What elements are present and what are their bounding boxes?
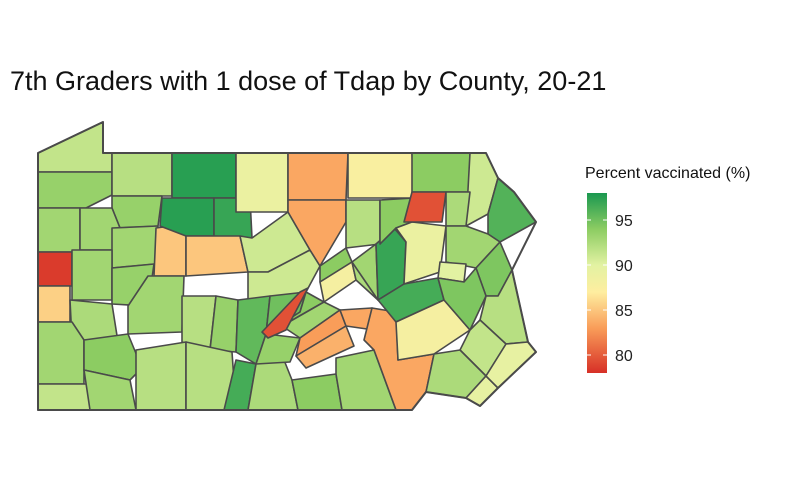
county-adams — [291, 373, 343, 411]
county-washington — [37, 321, 85, 385]
map-title: 7th Graders with 1 dose of Tdap by Count… — [10, 66, 607, 96]
county-indiana — [127, 275, 185, 335]
county-warren — [111, 152, 173, 197]
legend-title: Percent vaccinated (%) — [585, 165, 751, 182]
county-montour — [261, 287, 309, 339]
legend: 80 85 90 95 — [587, 193, 633, 373]
county-wyoming-red — [403, 191, 447, 223]
county-perry — [255, 333, 301, 365]
county-greene — [37, 383, 91, 411]
county-butler — [71, 249, 113, 301]
county-tioga — [287, 152, 349, 201]
legend-tick-label: 95 — [615, 213, 633, 230]
legend-tick-label: 80 — [615, 348, 633, 365]
county-forest — [111, 195, 163, 229]
county-dauphin — [295, 325, 355, 369]
county-clarion — [111, 225, 159, 269]
county-sullivan — [345, 199, 381, 249]
county-crawford — [37, 171, 113, 209]
county-mercer — [37, 207, 81, 253]
legend-tick-label: 85 — [615, 303, 633, 320]
county-mckean — [171, 152, 237, 199]
legend-tick-label: 90 — [615, 258, 633, 275]
county-pike — [487, 177, 537, 243]
county-lackawanna — [445, 191, 471, 227]
county-clearfield — [185, 235, 249, 277]
county-potter — [235, 152, 289, 213]
county-susquehanna — [411, 152, 471, 193]
county-somerset — [135, 341, 187, 411]
legend-colorbar — [587, 193, 607, 373]
county-berks — [395, 299, 471, 361]
county-lawrence — [37, 251, 73, 287]
county-beaver — [37, 285, 71, 323]
state-outline — [37, 121, 537, 411]
county-bradford — [347, 152, 415, 199]
